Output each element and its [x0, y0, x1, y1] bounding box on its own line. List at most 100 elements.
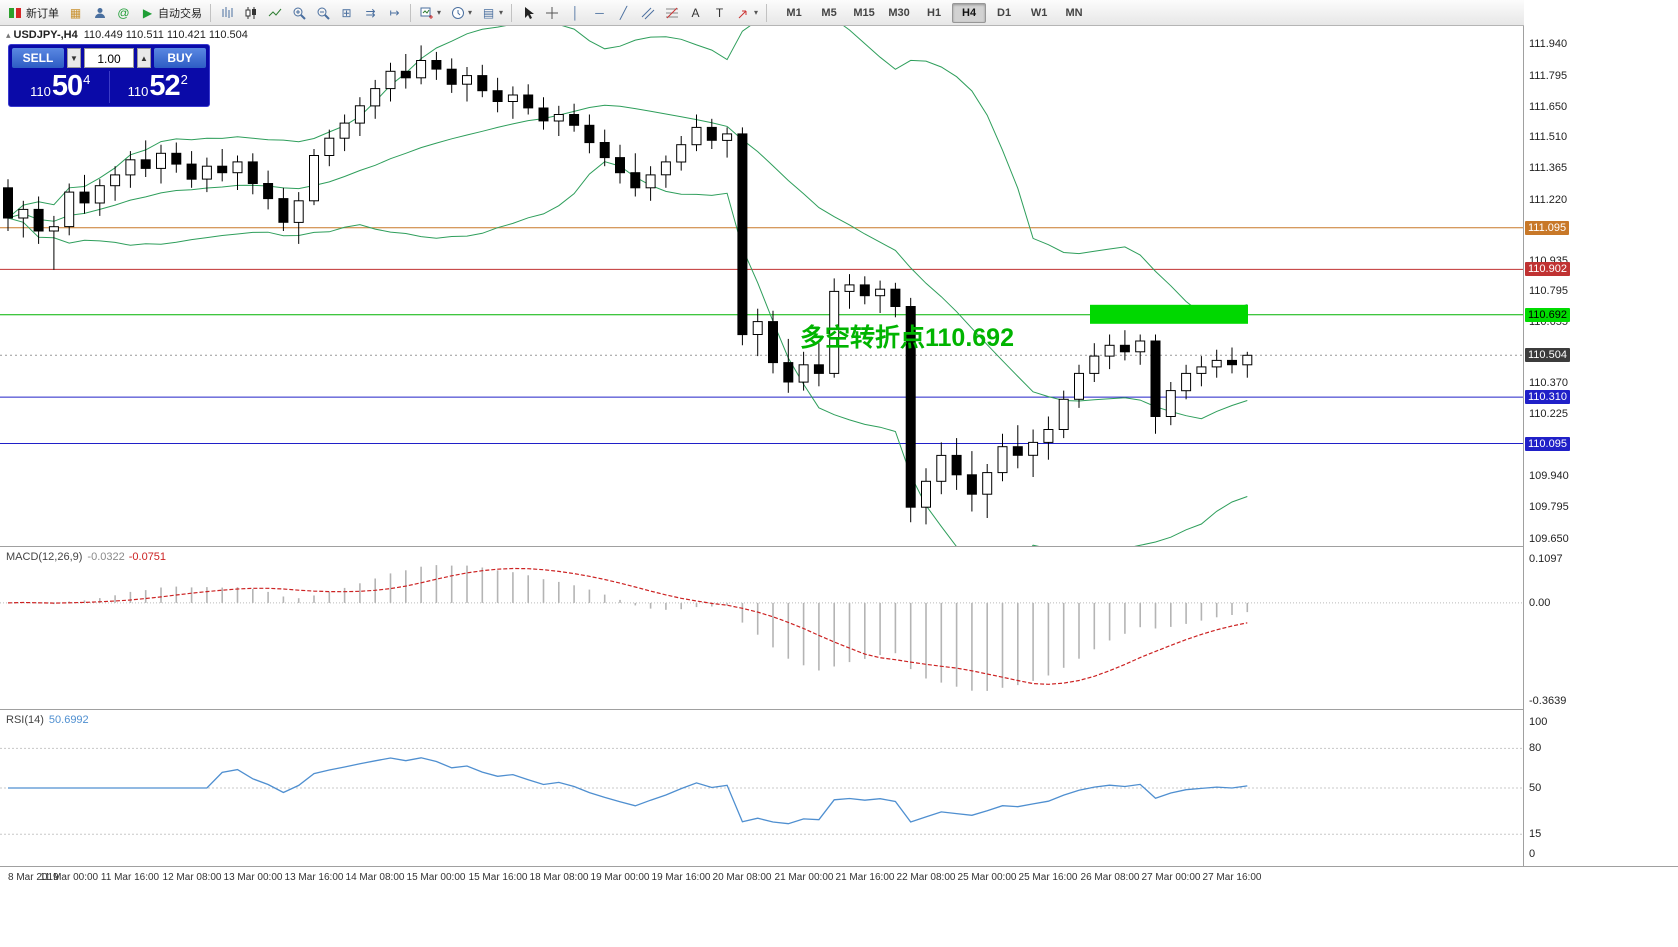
price-axis-label: 111.940	[1529, 38, 1568, 50]
price-axis[interactable]: 111.940 111.795 111.650 111.510 111.365 111.2…	[1524, 0, 1678, 891]
candle-body	[293, 200, 304, 223]
candle-body	[584, 124, 595, 144]
highlight-rectangle[interactable]	[1090, 304, 1248, 324]
timeframe-h1-button[interactable]: H1	[927, 6, 942, 19]
dropdown-caret-icon: ▾	[468, 8, 473, 17]
rsi-scale-label: 0	[1529, 848, 1536, 860]
crosshair-icon	[544, 5, 559, 20]
dropdown-caret-icon: ▾	[754, 8, 759, 17]
auto-scroll-button[interactable]: ⇉	[359, 2, 382, 24]
time-axis-label: 25 Mar 00:00	[957, 872, 1017, 883]
timeframe-mn-button[interactable]: MN	[1065, 6, 1083, 19]
trend-line-icon: ╱	[619, 5, 628, 20]
profiles-button[interactable]: ▦	[64, 2, 87, 24]
zoom-out-button[interactable]	[311, 2, 334, 24]
tile-windows-button[interactable]: ⊞	[335, 2, 358, 24]
equidistant-channel-icon	[640, 5, 655, 20]
price-level-badge: 110.310	[1525, 390, 1570, 404]
cursor-button[interactable]	[516, 2, 539, 24]
new-order-button[interactable]: 新订单	[4, 2, 63, 24]
macd-panel-separator[interactable]	[0, 546, 1678, 547]
rsi-panel-separator[interactable]	[0, 709, 1678, 710]
candlestick-chart-button[interactable]	[239, 2, 262, 24]
macd-signal-line	[7, 567, 1248, 685]
volume-input[interactable]: 1.00	[84, 48, 134, 68]
templates-button[interactable]: ▤ ▾	[477, 2, 507, 24]
candle-body	[1211, 359, 1222, 368]
candle-body	[477, 75, 488, 92]
one-click-expand-icon[interactable]: ▴	[6, 30, 11, 40]
time-axis[interactable]: 8 Mar 2019 11 Mar 00:00 11 Mar 16:00 12 Mar…	[0, 867, 1523, 891]
candle-body	[630, 172, 641, 189]
price-axis-separator[interactable]	[1523, 26, 1524, 866]
bollinger-lower-band[interactable]	[7, 161, 1248, 546]
candle-body	[385, 70, 396, 90]
bollinger-upper-band[interactable]	[7, 26, 1248, 314]
mql-community-button[interactable]: @	[112, 2, 135, 24]
price-axis-label: 111.510	[1529, 131, 1568, 143]
sell-button[interactable]: SELL	[12, 48, 64, 68]
tile-windows-icon: ⊞	[341, 5, 352, 20]
candle-body	[263, 183, 274, 200]
price-axis-label: 109.940	[1529, 470, 1569, 482]
periods-button[interactable]: ▾	[446, 2, 476, 24]
bollinger-middle-band[interactable]	[7, 104, 1248, 420]
macd-label: MACD(12,26,9) -0.0322 -0.0751	[6, 551, 167, 563]
price-chart-canvas[interactable]	[0, 26, 1523, 546]
sell-price-display[interactable]: 110 50 4	[12, 71, 110, 103]
crosshair-button[interactable]	[540, 2, 563, 24]
candle-body	[966, 474, 977, 495]
candle-body	[752, 321, 763, 336]
chart-shift-icon: ↦	[389, 5, 400, 20]
sell-price-big-figure: 110	[30, 84, 51, 99]
horizontal-line-button[interactable]: ─	[588, 2, 611, 24]
trend-line-button[interactable]: ╱	[612, 2, 635, 24]
candle-body	[1043, 429, 1054, 443]
time-axis-label: 11 Mar 16:00	[100, 872, 160, 883]
candle-body	[768, 321, 778, 364]
text-button[interactable]: A	[684, 2, 707, 24]
arrows-button[interactable]: ▾	[732, 2, 762, 24]
candle-body	[1012, 446, 1023, 456]
line-chart-icon	[267, 5, 282, 20]
candle-body	[324, 137, 335, 156]
timeframe-m15-button[interactable]: M15	[853, 6, 875, 19]
candle-body	[1181, 372, 1192, 392]
volume-decrease-button[interactable]: ▼	[67, 48, 81, 68]
equidistant-channel-button[interactable]	[636, 2, 659, 24]
candle-body	[339, 122, 350, 139]
timeframe-m1-button[interactable]: M1	[786, 6, 802, 19]
candle-body	[1028, 441, 1039, 456]
timeframe-m30-button[interactable]: M30	[888, 6, 910, 19]
rsi-indicator-canvas[interactable]	[0, 710, 1523, 866]
candle-body	[783, 362, 794, 383]
candle-body	[462, 75, 472, 85]
new-chart-button[interactable]: ▾	[415, 2, 445, 24]
timeframe-m5-button[interactable]: M5	[821, 6, 837, 19]
candle-body	[1104, 344, 1115, 357]
timeframe-h4-button[interactable]: H4	[952, 2, 987, 23]
community-icon	[92, 5, 107, 20]
timeframe-d1-button[interactable]: D1	[997, 6, 1012, 19]
bar-chart-button[interactable]	[215, 2, 238, 24]
autotrading-button[interactable]: ▶ 自动交易	[136, 2, 206, 24]
community-button[interactable]	[88, 2, 111, 24]
candle-body	[997, 446, 1008, 474]
buy-button[interactable]: BUY	[154, 48, 206, 68]
vertical-line-button[interactable]: │	[564, 2, 587, 24]
line-chart-button[interactable]	[263, 2, 286, 24]
zoom-in-button[interactable]	[287, 2, 310, 24]
volume-increase-button[interactable]: ▲	[137, 48, 151, 68]
timeframe-w1-button[interactable]: W1	[1030, 6, 1048, 19]
fibonacci-button[interactable]	[660, 2, 683, 24]
candle-body	[722, 133, 733, 141]
chart-shift-button[interactable]: ↦	[383, 2, 406, 24]
candle-body	[48, 226, 59, 232]
candle-body	[232, 161, 243, 174]
macd-indicator-canvas[interactable]	[0, 547, 1523, 709]
buy-price-display[interactable]: 110 52 2	[110, 71, 207, 103]
buy-price-pips: 52	[149, 70, 180, 102]
candle-body	[370, 88, 381, 107]
text-label-button[interactable]: T	[708, 2, 731, 24]
zoom-out-icon	[315, 5, 330, 20]
